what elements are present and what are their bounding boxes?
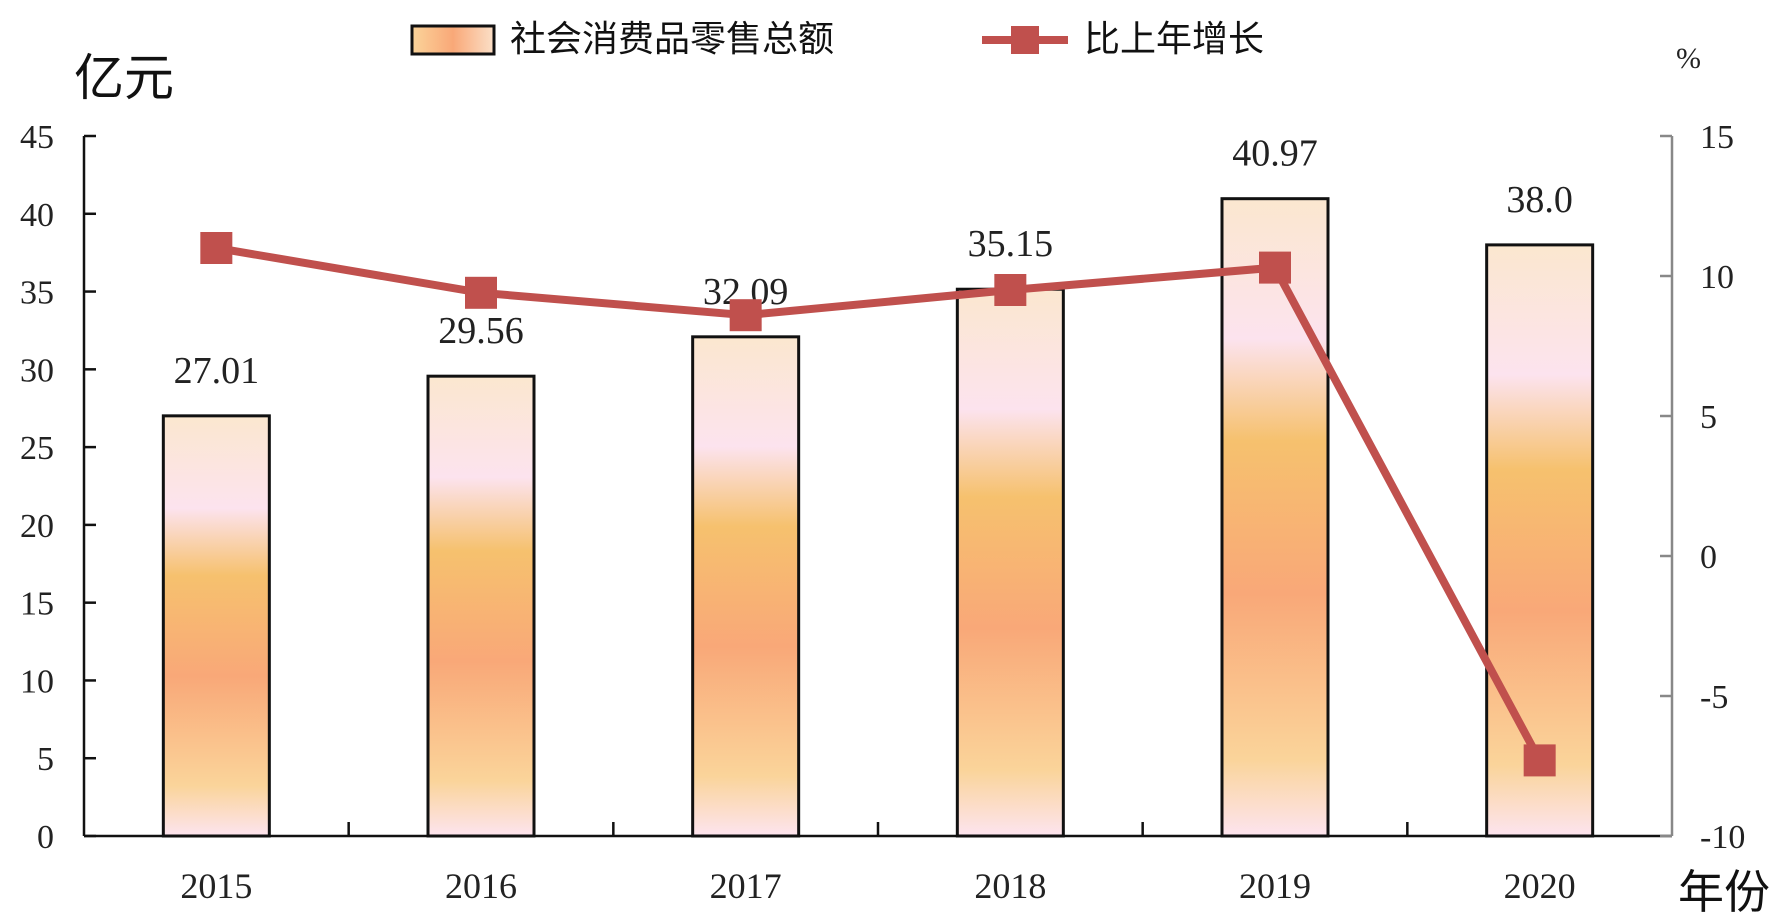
growth-marker bbox=[465, 276, 497, 309]
growth-line-series bbox=[200, 232, 1556, 777]
right-tick-label: -10 bbox=[1700, 819, 1745, 856]
right-tick-label: 10 bbox=[1700, 259, 1734, 296]
legend: 社会消费品零售总额 比上年增长 bbox=[410, 19, 1264, 60]
bars bbox=[161, 197, 1595, 838]
growth-marker bbox=[200, 232, 233, 264]
left-tick-label: 5 bbox=[37, 741, 54, 778]
right-tick-label: 15 bbox=[1700, 119, 1734, 156]
x-axis-label: 年份 bbox=[1678, 865, 1770, 919]
bar bbox=[426, 374, 536, 838]
right-tick-label: -5 bbox=[1700, 679, 1728, 716]
x-tick-label: 2015 bbox=[180, 866, 252, 906]
x-tick-labels: 2015 2016 2017 2018 2019 2020 bbox=[180, 866, 1575, 906]
axes: 0 5 10 15 20 25 30 35 40 45 -10 -5 0 5 10 15 bbox=[20, 119, 1745, 856]
bar bbox=[161, 414, 271, 838]
left-tick-label: 40 bbox=[20, 197, 54, 234]
left-tick-label: 25 bbox=[20, 430, 54, 467]
bar-value-label: 35.15 bbox=[968, 223, 1054, 265]
x-tick-label: 2020 bbox=[1504, 866, 1576, 906]
bar bbox=[1220, 197, 1330, 838]
bar bbox=[691, 335, 801, 838]
legend-bar-label: 社会消费品零售总额 bbox=[510, 19, 834, 60]
bar-value-label: 29.56 bbox=[438, 310, 524, 352]
x-tick-label: 2017 bbox=[710, 866, 782, 906]
right-tick-label: 5 bbox=[1700, 399, 1717, 436]
x-tick-label: 2018 bbox=[974, 866, 1046, 906]
bar bbox=[955, 287, 1065, 838]
growth-marker bbox=[729, 299, 762, 332]
legend-bar-swatch bbox=[410, 24, 496, 56]
legend-line-label: 比上年增长 bbox=[1084, 19, 1264, 60]
left-tick-label: 30 bbox=[20, 352, 54, 389]
bar-value-label: 38.0 bbox=[1506, 179, 1573, 221]
left-tick-label: 35 bbox=[20, 275, 54, 312]
growth-marker bbox=[1523, 744, 1556, 777]
right-axis-unit: % bbox=[1676, 42, 1701, 75]
left-tick-label: 20 bbox=[20, 508, 54, 545]
right-tick-label: 0 bbox=[1700, 539, 1717, 576]
left-tick-label: 10 bbox=[20, 663, 54, 700]
bar-value-label: 40.97 bbox=[1232, 133, 1318, 175]
bar bbox=[1485, 243, 1595, 838]
growth-line bbox=[215, 244, 1544, 763]
legend-line-marker bbox=[1011, 26, 1039, 54]
left-tick-label: 45 bbox=[20, 119, 54, 156]
x-tick-label: 2016 bbox=[445, 866, 517, 906]
left-axis-unit: 亿元 bbox=[74, 49, 174, 107]
bar-value-label: 27.01 bbox=[174, 350, 260, 392]
x-tick-label: 2019 bbox=[1239, 866, 1311, 906]
growth-marker bbox=[1259, 251, 1291, 284]
left-tick-label: 15 bbox=[20, 586, 54, 623]
left-tick-label: 0 bbox=[37, 819, 54, 856]
growth-marker bbox=[994, 274, 1027, 306]
